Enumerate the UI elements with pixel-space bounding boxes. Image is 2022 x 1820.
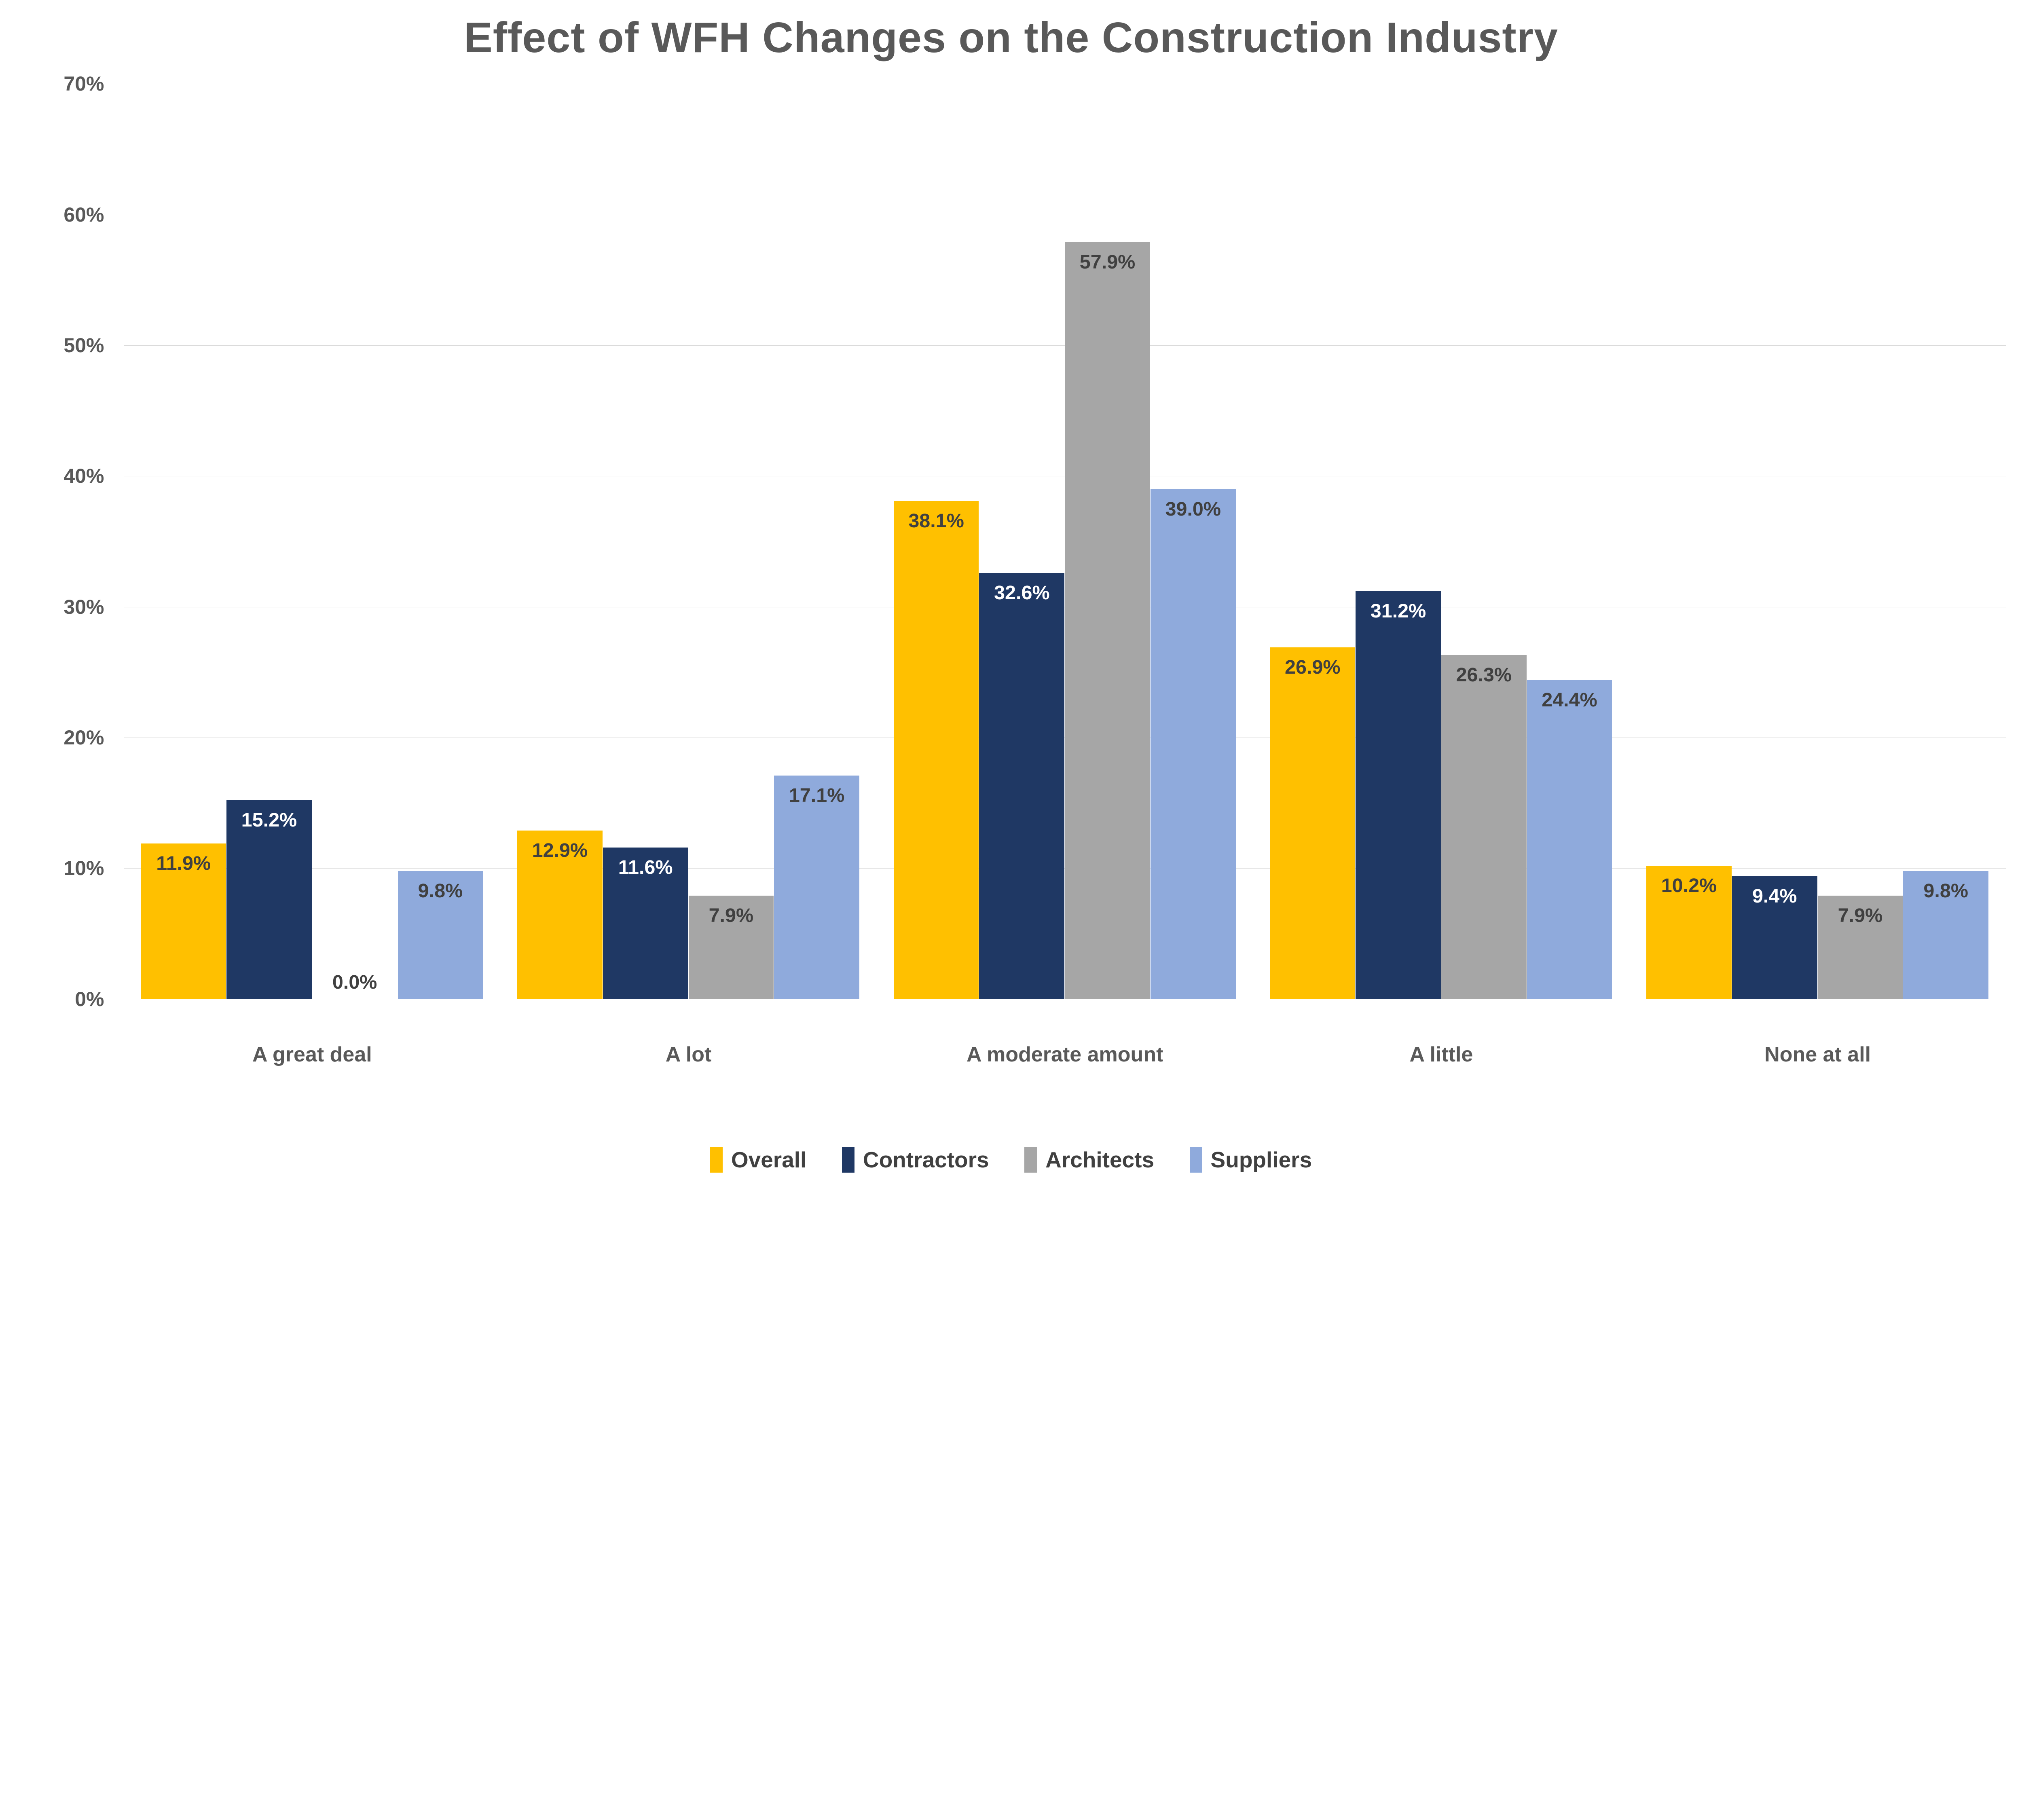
bar-architects-3: 57.9% <box>1065 242 1150 999</box>
data-label: 10.2% <box>1661 874 1717 896</box>
data-label: 57.9% <box>1079 251 1136 273</box>
bar-suppliers-2: 17.1% <box>774 775 859 999</box>
legend: Overall Contractors Architects Suppliers <box>0 1146 2022 1173</box>
y-axis-tick-label: 40% <box>63 465 104 488</box>
data-label: 12.9% <box>532 839 588 861</box>
bar-cluster: 26.9% 31.2% 26.3% 24.4% <box>1270 84 1612 999</box>
legend-item-suppliers: Suppliers <box>1189 1146 1312 1173</box>
x-axis-category-label: A lot <box>665 1042 712 1066</box>
bar-suppliers-4: 24.4% <box>1527 680 1612 999</box>
bar-chart: Effect of WFH Changes on the Constructio… <box>0 14 2022 1173</box>
bar-cluster: 38.1% 32.6% 57.9% 39.0% <box>893 84 1236 999</box>
bar-suppliers-3: 39.0% <box>1150 489 1236 999</box>
y-axis-tick-label: 0% <box>75 987 104 1010</box>
data-label: 26.9% <box>1285 656 1341 678</box>
bar-overall-1: 11.9% <box>141 843 226 999</box>
data-label: 9.8% <box>418 879 463 902</box>
legend-label: Contractors <box>863 1147 989 1172</box>
data-label: 39.0% <box>1165 498 1221 520</box>
legend-item-overall: Overall <box>710 1146 807 1173</box>
y-axis-tick-label: 10% <box>63 857 104 880</box>
bar-architects-5: 7.9% <box>1817 896 1903 999</box>
category-group: 10.2% 9.4% 7.9% 9.8% <box>1629 84 2006 999</box>
bar-contractors-5: 9.4% <box>1732 876 1817 999</box>
legend-swatch-icon <box>842 1146 854 1173</box>
category-group: 38.1% 32.6% 57.9% 39.0% <box>877 84 1253 999</box>
bar-overall-4: 26.9% <box>1270 647 1356 999</box>
data-label: 31.2% <box>1370 600 1426 622</box>
y-axis-tick-label: 50% <box>63 334 104 357</box>
data-label: 15.2% <box>241 809 297 831</box>
bar-architects-2: 7.9% <box>688 896 774 999</box>
data-label: 32.6% <box>994 581 1050 604</box>
category-group: 26.9% 31.2% 26.3% 24.4% <box>1253 84 1630 999</box>
data-label: 26.3% <box>1456 664 1512 686</box>
bar-suppliers-5: 9.8% <box>1903 871 1989 999</box>
bar-cluster: 11.9% 15.2% 0.0% 9.8% <box>141 84 483 999</box>
y-axis-tick-label: 30% <box>63 595 104 618</box>
y-axis-tick-label: 20% <box>63 726 104 749</box>
bar-contractors-1: 15.2% <box>226 800 312 999</box>
chart-title: Effect of WFH Changes on the Constructio… <box>464 14 1558 61</box>
legend-label: Overall <box>731 1147 807 1172</box>
bar-contractors-4: 31.2% <box>1356 591 1441 999</box>
data-label: 9.8% <box>1923 879 1968 902</box>
x-axis-category-label: A little <box>1409 1042 1473 1066</box>
legend-label: Suppliers <box>1210 1147 1312 1172</box>
data-label: 7.9% <box>1838 905 1883 927</box>
legend-swatch-icon <box>1189 1146 1202 1173</box>
data-label: 17.1% <box>789 784 845 806</box>
category-group: 11.9% 15.2% 0.0% 9.8% <box>124 84 501 999</box>
bar-architects-4: 26.3% <box>1441 655 1527 999</box>
bar-contractors-2: 11.6% <box>603 847 688 999</box>
data-label: 7.9% <box>709 905 754 927</box>
bar-cluster: 10.2% 9.4% 7.9% 9.8% <box>1646 84 1989 999</box>
x-axis-category-label: A great deal <box>252 1042 372 1066</box>
y-axis-tick-label: 70% <box>63 72 104 95</box>
legend-swatch-icon <box>710 1146 723 1173</box>
data-label: 24.4% <box>1542 689 1597 711</box>
x-axis-category-label: A moderate amount <box>967 1042 1163 1066</box>
legend-item-architects: Architects <box>1024 1146 1155 1173</box>
data-label: 0.0% <box>332 971 377 993</box>
y-axis-tick-label: 60% <box>63 203 104 226</box>
bar-overall-3: 38.1% <box>893 501 979 999</box>
category-group: 12.9% 11.6% 7.9% 17.1% <box>500 84 877 999</box>
x-axis-category-label: None at all <box>1764 1042 1871 1066</box>
bar-contractors-3: 32.6% <box>979 573 1065 999</box>
bar-overall-2: 12.9% <box>517 830 603 999</box>
data-label: 9.4% <box>1752 885 1797 907</box>
bar-overall-5: 10.2% <box>1646 865 1732 999</box>
plot-area: 11.9% 15.2% 0.0% 9.8% 12.9% 11.6% 7.9% 17.1% 38.… <box>124 84 2006 999</box>
legend-label: Architects <box>1045 1147 1155 1172</box>
legend-item-contractors: Contractors <box>842 1146 989 1173</box>
data-label: 11.9% <box>156 852 211 874</box>
data-label: 11.6% <box>618 856 673 878</box>
data-label: 38.1% <box>908 509 964 532</box>
bar-cluster: 12.9% 11.6% 7.9% 17.1% <box>517 84 860 999</box>
bar-suppliers-1: 9.8% <box>398 871 483 999</box>
legend-swatch-icon <box>1024 1146 1037 1173</box>
